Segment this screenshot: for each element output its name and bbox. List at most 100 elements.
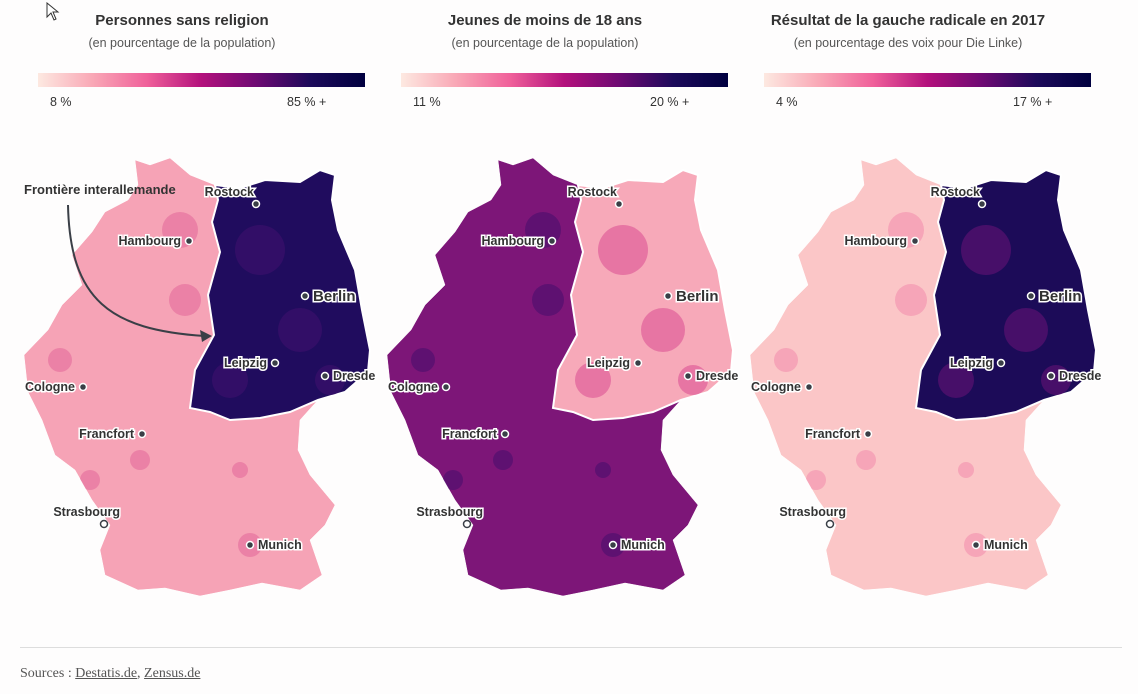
- city-label-leipzig: Leipzig: [224, 356, 267, 370]
- city-label-cologne: Cologne: [751, 380, 801, 394]
- city-label-berlin: Berlin: [676, 288, 719, 305]
- city-label-leipzig: Leipzig: [587, 356, 630, 370]
- city-marker-cologne: [441, 382, 451, 392]
- district-patch: [938, 362, 974, 398]
- city-marker-munich: [245, 540, 255, 550]
- city-label-rostock: Rostock: [568, 185, 617, 199]
- district-patch: [411, 348, 435, 372]
- city-marker-francfort: [863, 429, 873, 439]
- city-marker-rostock: [614, 199, 624, 209]
- map-panel-1: Personnes sans religion (en pourcentage …: [0, 0, 377, 640]
- city-marker-dresde: [1046, 371, 1056, 381]
- district-patch: [1041, 365, 1071, 395]
- sources-label: Sources :: [20, 666, 72, 681]
- city-marker-rostock: [977, 199, 987, 209]
- city-label-francfort: Francfort: [805, 427, 861, 441]
- legend-max-label: 20 % +: [650, 95, 690, 109]
- district-patch: [315, 365, 345, 395]
- city-label-strasbourg: Strasbourg: [416, 505, 483, 519]
- city-marker-francfort: [500, 429, 510, 439]
- city-marker-hambourg: [910, 236, 920, 246]
- city-label-hambourg: Hambourg: [119, 234, 182, 248]
- district-patch: [895, 284, 927, 316]
- city-marker-hambourg: [184, 236, 194, 246]
- city-marker-berlin: [1026, 291, 1036, 301]
- city-label-munich: Munich: [258, 538, 302, 552]
- annotation-arrow: [67, 204, 206, 337]
- district-patch: [235, 225, 285, 275]
- district-patch: [169, 284, 201, 316]
- map-panel-3: Résultat de la gauche radicale en 2017 (…: [726, 0, 1103, 640]
- district-patch: [1004, 308, 1048, 352]
- east-germany-region: [914, 168, 1098, 422]
- germany-choropleth-map: Rostock Hambourg Berlin Leipzig Dresde Cologn…: [24, 157, 377, 597]
- east-germany-region: [551, 168, 735, 422]
- germany-choropleth-map: Rostock Hambourg Berlin Leipzig Dresde Cologn…: [387, 157, 740, 597]
- district-patch: [774, 348, 798, 372]
- city-marker-francfort: [137, 429, 147, 439]
- city-label-cologne: Cologne: [25, 380, 75, 394]
- district-patch: [598, 225, 648, 275]
- city-label-hambourg: Hambourg: [845, 234, 908, 248]
- border-annotation: Frontière interallemande: [24, 182, 176, 197]
- district-patch: [48, 348, 72, 372]
- district-patch: [443, 470, 463, 490]
- panel-subtitle: (en pourcentage de la population): [451, 36, 639, 50]
- city-marker-leipzig: [633, 358, 643, 368]
- source-link-destatis[interactable]: Destatis.de: [75, 666, 138, 681]
- panel-title: Personnes sans religion: [95, 12, 269, 29]
- legend-max-label: 17 % +: [1013, 95, 1053, 109]
- color-legend-bar: [401, 73, 728, 87]
- district-patch: [678, 365, 708, 395]
- legend-min-label: 11 %: [413, 95, 441, 109]
- color-legend-bar: [764, 73, 1091, 87]
- city-label-francfort: Francfort: [79, 427, 135, 441]
- legend-min-label: 8 %: [50, 95, 72, 109]
- district-patch: [80, 470, 100, 490]
- district-patch: [575, 362, 611, 398]
- city-marker-cologne: [804, 382, 814, 392]
- city-marker-dresde: [320, 371, 330, 381]
- city-label-strasbourg: Strasbourg: [779, 505, 846, 519]
- arrow-head-icon: [200, 330, 212, 342]
- city-label-dresde: Dresde: [1059, 369, 1101, 383]
- east-germany-region: [188, 168, 372, 422]
- city-label-munich: Munich: [621, 538, 665, 552]
- city-marker-leipzig: [996, 358, 1006, 368]
- panel-title: Résultat de la gauche radicale en 2017: [770, 12, 1046, 29]
- district-patch: [532, 284, 564, 316]
- panel-subtitle: (en pourcentage de la population): [88, 36, 276, 50]
- city-marker-strasbourg: [462, 519, 472, 529]
- district-patch: [958, 462, 974, 478]
- city-label-strasbourg: Strasbourg: [53, 505, 120, 519]
- germany-choropleth-map: Rostock Hambourg Berlin Leipzig Dresde Cologn…: [750, 157, 1103, 597]
- city-marker-berlin: [300, 291, 310, 301]
- city-marker-berlin: [663, 291, 673, 301]
- city-label-berlin: Berlin: [313, 288, 356, 305]
- panel-subtitle: (en pourcentage des voix pour Die Linke): [793, 36, 1023, 50]
- city-label-munich: Munich: [984, 538, 1028, 552]
- city-marker-strasbourg: [825, 519, 835, 529]
- city-label-berlin: Berlin: [1039, 288, 1082, 305]
- district-patch: [232, 462, 248, 478]
- source-link-zensus[interactable]: Zensus.de: [144, 666, 201, 681]
- city-label-hambourg: Hambourg: [482, 234, 545, 248]
- legend-min-label: 4 %: [776, 95, 798, 109]
- panel-title: Jeunes de moins de 18 ans: [447, 12, 643, 29]
- district-patch: [641, 308, 685, 352]
- city-label-dresde: Dresde: [333, 369, 375, 383]
- district-patch: [856, 450, 876, 470]
- map-panel-2: Jeunes de moins de 18 ans (en pourcentag…: [363, 0, 740, 640]
- district-patch: [130, 450, 150, 470]
- sources: Sources : Destatis.de, Zensus.de: [20, 666, 201, 681]
- district-patch: [493, 450, 513, 470]
- city-marker-munich: [608, 540, 618, 550]
- city-marker-dresde: [683, 371, 693, 381]
- city-marker-rostock: [251, 199, 261, 209]
- mouse-cursor-icon: [46, 2, 60, 21]
- city-label-dresde: Dresde: [696, 369, 738, 383]
- city-marker-munich: [971, 540, 981, 550]
- district-patch: [212, 362, 248, 398]
- city-marker-strasbourg: [99, 519, 109, 529]
- city-label-leipzig: Leipzig: [950, 356, 993, 370]
